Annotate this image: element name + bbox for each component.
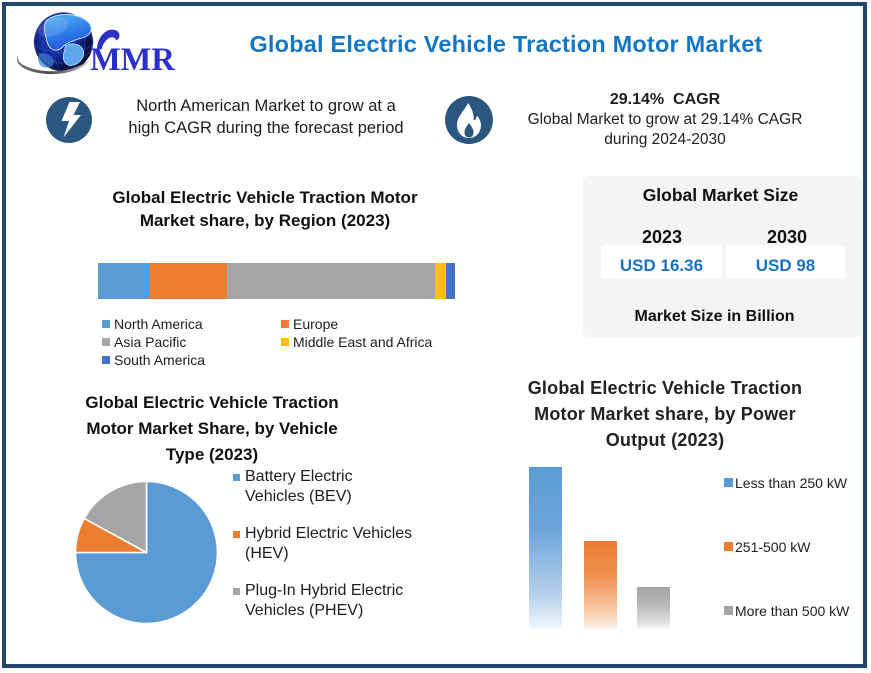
svg-text:MMR: MMR	[90, 42, 175, 78]
